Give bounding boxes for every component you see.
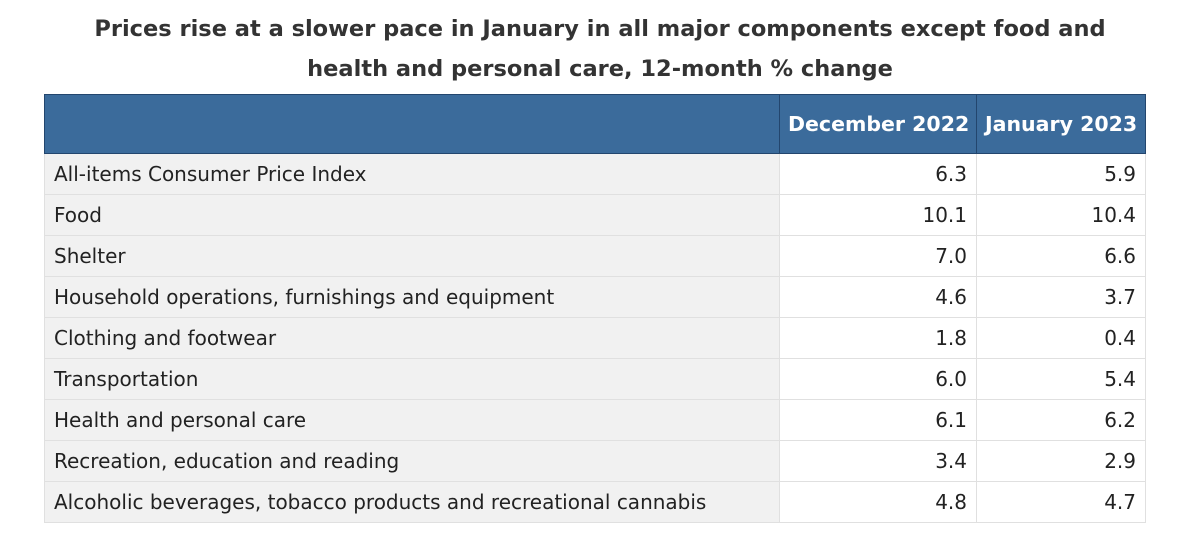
december-2022-value-cell: 3.4 — [779, 440, 977, 482]
row-label-cell: Recreation, education and reading — [44, 440, 780, 482]
table-row: Transportation 6.0 5.4 — [44, 358, 1146, 400]
row-label-cell: Transportation — [44, 358, 780, 400]
table-header-row: December 2022 January 2023 — [44, 94, 1146, 154]
december-2022-value-cell: 4.6 — [779, 276, 977, 318]
december-2022-value-cell: 4.8 — [779, 481, 977, 523]
january-2023-value-cell: 3.7 — [976, 276, 1146, 318]
row-label-cell: Clothing and footwear — [44, 317, 780, 359]
january-2023-value-cell: 6.2 — [976, 399, 1146, 441]
row-label-cell: Shelter — [44, 235, 780, 277]
december-2022-value-cell: 1.8 — [779, 317, 977, 359]
column-header-december-2022: December 2022 — [779, 94, 977, 154]
table-row: Clothing and footwear 1.8 0.4 — [44, 317, 1146, 359]
december-2022-value-cell: 6.1 — [779, 399, 977, 441]
row-label-cell: Alcoholic beverages, tobacco products an… — [44, 481, 780, 523]
january-2023-value-cell: 4.7 — [976, 481, 1146, 523]
cpi-table: December 2022 January 2023 All-items Con… — [44, 94, 1146, 523]
header-corner-cell — [44, 94, 780, 154]
table-row: Shelter 7.0 6.6 — [44, 235, 1146, 277]
january-2023-value-cell: 10.4 — [976, 194, 1146, 236]
table-row: Health and personal care 6.1 6.2 — [44, 399, 1146, 441]
table-row: All-items Consumer Price Index 6.3 5.9 — [44, 153, 1146, 195]
chart-title-line-2: health and personal care, 12-month % cha… — [307, 56, 893, 82]
table-row: Household operations, furnishings and eq… — [44, 276, 1146, 318]
chart-title-line-1: Prices rise at a slower pace in January … — [94, 16, 1106, 42]
table-row: Alcoholic beverages, tobacco products an… — [44, 481, 1146, 523]
row-label-cell: Food — [44, 194, 780, 236]
december-2022-value-cell: 10.1 — [779, 194, 977, 236]
december-2022-value-cell: 6.0 — [779, 358, 977, 400]
row-label-cell: Household operations, furnishings and eq… — [44, 276, 780, 318]
january-2023-value-cell: 5.4 — [976, 358, 1146, 400]
january-2023-value-cell: 2.9 — [976, 440, 1146, 482]
chart-title: Prices rise at a slower pace in January … — [0, 0, 1200, 89]
table-body: All-items Consumer Price Index 6.3 5.9 Food… — [44, 153, 1146, 523]
row-label-cell: All-items Consumer Price Index — [44, 153, 780, 195]
column-header-january-2023: January 2023 — [976, 94, 1146, 154]
december-2022-value-cell: 7.0 — [779, 235, 977, 277]
december-2022-value-cell: 6.3 — [779, 153, 977, 195]
table-row: Recreation, education and reading 3.4 2.9 — [44, 440, 1146, 482]
row-label-cell: Health and personal care — [44, 399, 780, 441]
january-2023-value-cell: 5.9 — [976, 153, 1146, 195]
january-2023-value-cell: 6.6 — [976, 235, 1146, 277]
table-row: Food 10.1 10.4 — [44, 194, 1146, 236]
january-2023-value-cell: 0.4 — [976, 317, 1146, 359]
